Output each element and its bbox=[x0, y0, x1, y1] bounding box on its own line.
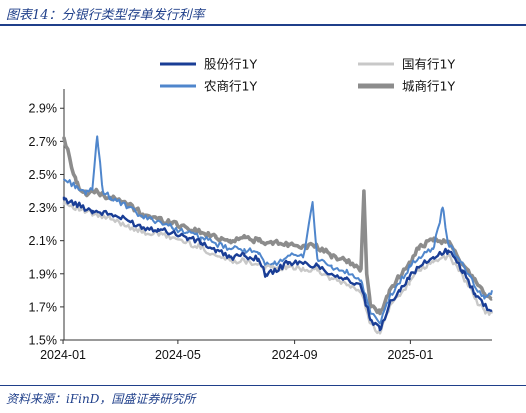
y-tick-label: 1.9% bbox=[29, 267, 58, 281]
legend-label: 国有行1Y bbox=[402, 57, 455, 72]
y-tick-label: 1.5% bbox=[29, 334, 58, 348]
x-tick-label: 2024-09 bbox=[272, 348, 318, 362]
x-tick-label: 2024-05 bbox=[155, 348, 201, 362]
figure-caption: 图表14：分银行类型存单发行利率 bbox=[6, 8, 205, 23]
axes: 1.5% 1.7% 1.9% 2.1% 2.3% 2.5% 2.7% 2.9% 2024-01 2… bbox=[29, 89, 492, 362]
caption-rule bbox=[0, 24, 526, 26]
line-chart: 1.5% 1.7% 1.9% 2.1% 2.3% 2.5% 2.7% 2.9% 2024-01 2… bbox=[29, 57, 494, 362]
y-tick-label: 1.7% bbox=[29, 300, 58, 314]
legend: 股份行1Y 国有行1Y 农商行1Y 城商行1Y bbox=[160, 57, 455, 94]
y-tick-label: 2.7% bbox=[29, 135, 58, 149]
x-tick-label: 2025-01 bbox=[387, 348, 433, 362]
source-rule bbox=[0, 385, 526, 386]
y-tick-label: 2.5% bbox=[29, 168, 58, 182]
series-line-2 bbox=[62, 201, 494, 335]
series-line-4 bbox=[62, 136, 493, 316]
legend-label: 股份行1Y bbox=[204, 57, 257, 72]
legend-label: 农商行1Y bbox=[204, 79, 257, 94]
y-tick-label: 2.1% bbox=[29, 234, 58, 248]
series-line-3 bbox=[63, 135, 493, 325]
series-line-1 bbox=[62, 196, 493, 332]
source-note: 资料来源：iFinD，国盛证券研究所 bbox=[6, 392, 196, 406]
y-tick-label: 2.3% bbox=[29, 201, 58, 215]
series-lines bbox=[62, 135, 494, 335]
x-tick-label: 2024-01 bbox=[40, 348, 86, 362]
y-tick-label: 2.9% bbox=[29, 102, 58, 116]
legend-label: 城商行1Y bbox=[402, 79, 455, 94]
